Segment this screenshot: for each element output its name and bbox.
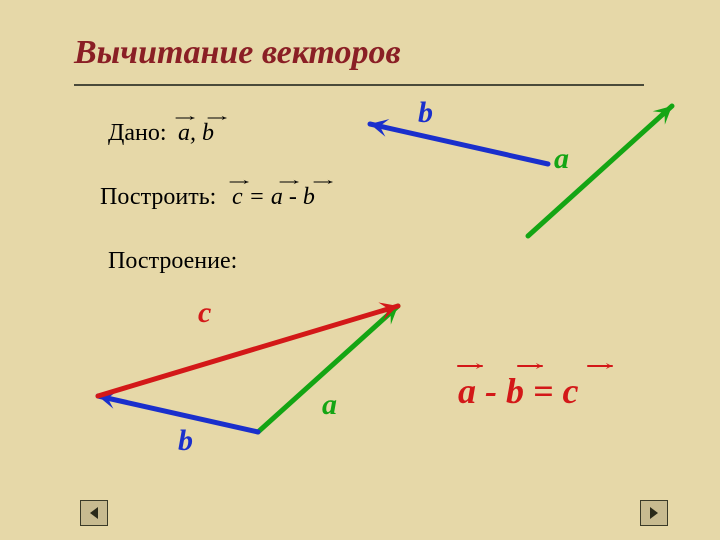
arrow-right-icon bbox=[646, 505, 662, 521]
result-equation: a - b = c bbox=[458, 370, 578, 412]
build-expression: c = a - b bbox=[232, 184, 315, 211]
given-label: Дано: bbox=[108, 120, 167, 147]
vector-c-bottom-label: c bbox=[198, 296, 211, 330]
build-label: Построить: bbox=[100, 184, 216, 211]
vector-b-bottom-label: b bbox=[178, 424, 193, 458]
title-underline bbox=[74, 84, 644, 86]
vector-a-top-label: a bbox=[554, 142, 569, 176]
slide-title: Вычитание векторов bbox=[74, 34, 401, 72]
next-button[interactable] bbox=[640, 500, 668, 526]
construction-label: Построение: bbox=[108, 248, 237, 275]
vector-a-bottom-label: a bbox=[322, 388, 337, 422]
vector-b-top-label: b bbox=[418, 96, 433, 130]
prev-button[interactable] bbox=[80, 500, 108, 526]
given-vars: a, b bbox=[178, 120, 214, 147]
arrow-left-icon bbox=[86, 505, 102, 521]
